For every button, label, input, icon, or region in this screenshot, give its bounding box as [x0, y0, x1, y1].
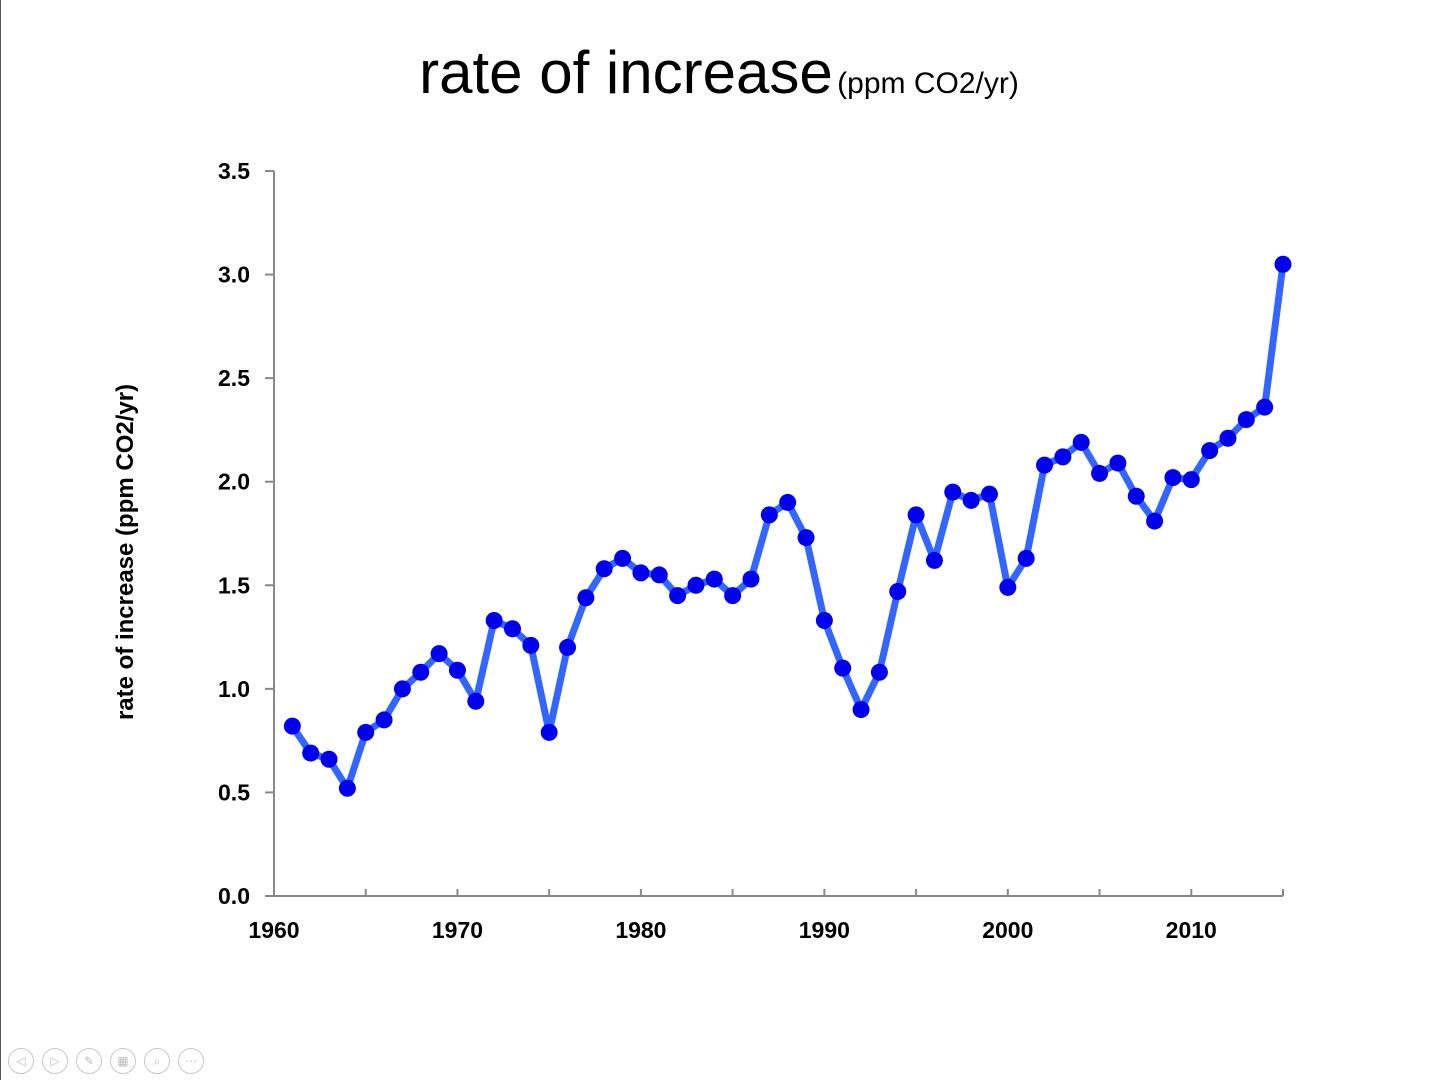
data-point	[760, 506, 778, 524]
prev-slide-icon[interactable]: ◁	[8, 1048, 34, 1074]
data-point	[1219, 429, 1237, 447]
data-point	[962, 491, 980, 509]
data-point	[650, 566, 668, 584]
data-point	[320, 750, 338, 768]
y-tick-label: 0.5	[218, 779, 250, 805]
data-point	[283, 717, 301, 735]
data-point	[595, 560, 613, 578]
data-point	[669, 587, 687, 605]
data-point	[980, 485, 998, 503]
data-point	[375, 711, 393, 729]
data-point	[632, 564, 650, 582]
data-point	[1164, 469, 1182, 487]
data-point	[852, 701, 870, 719]
data-point	[485, 612, 503, 629]
y-tick-label: 1.0	[218, 676, 250, 702]
data-point	[1146, 512, 1164, 530]
data-point	[1201, 442, 1219, 460]
x-tick-label: 1960	[248, 917, 299, 943]
data-point	[1091, 464, 1109, 482]
data-point	[1182, 471, 1200, 489]
data-point	[393, 680, 411, 698]
x-tick-label: 1980	[615, 917, 666, 943]
data-point	[1109, 454, 1127, 472]
data-point	[834, 659, 852, 677]
slide-left-border	[0, 0, 1, 1080]
data-point	[797, 529, 815, 547]
data-point	[999, 578, 1017, 596]
data-point	[1017, 549, 1035, 567]
data-point	[925, 551, 943, 569]
y-tick-label: 2.0	[218, 469, 250, 495]
chart-data-markers	[283, 255, 1292, 797]
y-tick-label: 2.5	[218, 365, 250, 391]
data-point	[357, 723, 375, 741]
y-tick-label: 3.0	[218, 262, 250, 288]
chart-title-units: (ppm CO2/yr)	[837, 67, 1019, 100]
chart-axes: 0.0 0.5 1.0 1.5 2.0 2.5 3.0 3.5 1960 1970 1980 1990…	[218, 158, 1284, 943]
pen-icon[interactable]: ✎	[76, 1048, 102, 1074]
data-point	[870, 663, 888, 681]
chart-title: rate of increase (ppm CO2/yr)	[0, 38, 1438, 107]
next-slide-icon[interactable]: ▷	[42, 1048, 68, 1074]
data-point	[889, 583, 907, 600]
data-point	[302, 744, 320, 762]
x-tick-label: 2010	[1166, 917, 1217, 943]
data-point	[779, 493, 797, 511]
data-point	[724, 587, 742, 605]
data-point	[614, 549, 632, 567]
data-point	[448, 661, 466, 679]
data-point	[503, 620, 521, 638]
data-point	[1036, 456, 1054, 474]
data-point	[1072, 433, 1090, 451]
slides-grid-icon[interactable]: ▦	[110, 1048, 136, 1074]
data-point	[467, 692, 485, 710]
data-point	[559, 638, 577, 656]
series-line	[288, 260, 1287, 792]
x-tick-label: 2000	[982, 917, 1033, 943]
data-point	[540, 723, 558, 741]
y-tick-label: 3.5	[218, 158, 250, 184]
data-point	[1054, 448, 1072, 466]
data-point	[412, 663, 430, 681]
data-point	[1256, 398, 1274, 416]
y-tick-label: 0.0	[218, 883, 250, 909]
data-point	[687, 576, 705, 594]
data-point	[1127, 487, 1145, 505]
zoom-icon[interactable]: ⌕	[144, 1048, 170, 1074]
data-point	[742, 570, 760, 588]
chart-title-main: rate of increase	[419, 39, 833, 106]
more-options-icon[interactable]: ⋯	[178, 1048, 204, 1074]
data-point	[705, 570, 723, 588]
data-point	[1274, 255, 1292, 273]
x-tick-label: 1970	[432, 917, 483, 943]
y-tick-label: 1.5	[218, 572, 250, 598]
chart-series-lines	[288, 260, 1287, 792]
data-point	[522, 636, 540, 654]
data-point	[338, 779, 356, 797]
x-tick-label: 1990	[799, 917, 850, 943]
data-point	[815, 612, 833, 629]
data-point	[1237, 411, 1255, 429]
data-point	[430, 645, 448, 663]
y-axis-label: rate of increase (ppm CO2/yr)	[112, 384, 139, 720]
data-point	[907, 506, 925, 524]
data-point	[944, 483, 962, 501]
data-point	[577, 589, 595, 607]
slideshow-controls: ◁ ▷ ✎ ▦ ⌕ ⋯	[8, 1048, 204, 1076]
